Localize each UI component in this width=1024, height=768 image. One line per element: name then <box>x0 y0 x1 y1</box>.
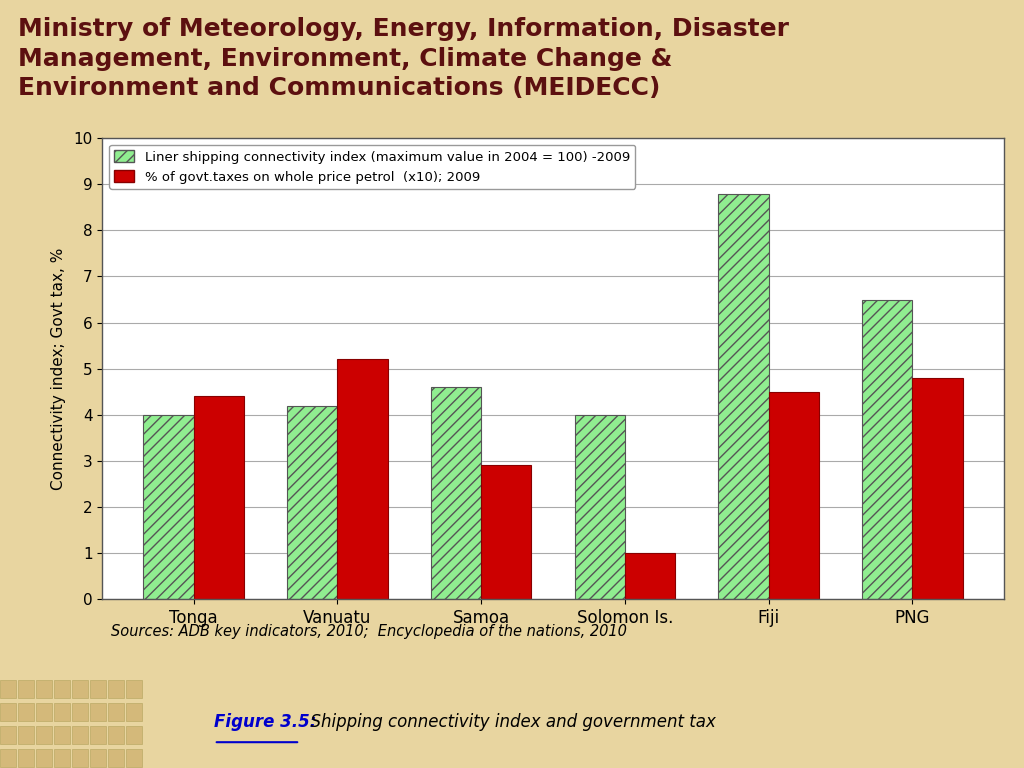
Bar <box>108 703 124 721</box>
Bar <box>481 465 531 599</box>
Bar <box>431 387 481 599</box>
Legend: Liner shipping connectivity index (maximum value in 2004 = 100) -2009, % of govt: Liner shipping connectivity index (maxim… <box>109 145 635 189</box>
Bar <box>769 392 819 599</box>
Bar <box>337 359 388 599</box>
Bar <box>54 680 71 698</box>
Bar <box>0 680 16 698</box>
Bar <box>72 703 88 721</box>
Text: Shipping connectivity index and government tax: Shipping connectivity index and governme… <box>300 713 716 731</box>
Bar <box>90 680 106 698</box>
Bar <box>36 703 52 721</box>
Bar <box>126 680 142 698</box>
Bar <box>126 749 142 767</box>
Text: Sources: ADB key indicators, 2010;  Encyclopedia of the nations, 2010: Sources: ADB key indicators, 2010; Encyc… <box>112 624 628 639</box>
Bar <box>287 406 337 599</box>
Bar <box>54 703 71 721</box>
Bar <box>718 194 769 599</box>
Bar <box>143 415 194 599</box>
Bar <box>90 726 106 744</box>
Bar <box>90 749 106 767</box>
Bar <box>126 726 142 744</box>
Bar <box>0 749 16 767</box>
Bar <box>108 749 124 767</box>
Bar <box>194 396 244 599</box>
Bar <box>90 703 106 721</box>
Bar <box>126 703 142 721</box>
Bar <box>72 680 88 698</box>
Bar <box>0 726 16 744</box>
Bar <box>862 300 912 599</box>
Bar <box>54 726 71 744</box>
Bar <box>574 415 625 599</box>
Bar <box>72 749 88 767</box>
Bar <box>0 703 16 721</box>
Bar <box>54 749 71 767</box>
Bar <box>108 680 124 698</box>
Bar <box>18 680 35 698</box>
Bar <box>18 749 35 767</box>
Bar <box>36 749 52 767</box>
Bar <box>912 378 963 599</box>
Text: Figure 3.5:: Figure 3.5: <box>214 713 316 731</box>
Y-axis label: Connectivity index; Govt tax, %: Connectivity index; Govt tax, % <box>51 247 67 490</box>
Bar <box>18 726 35 744</box>
Bar <box>36 680 52 698</box>
Bar <box>108 726 124 744</box>
Bar <box>18 703 35 721</box>
Bar <box>36 726 52 744</box>
Bar <box>72 726 88 744</box>
Bar <box>625 553 675 599</box>
Text: Ministry of Meteorology, Energy, Information, Disaster
Management, Environment, : Ministry of Meteorology, Energy, Informa… <box>18 17 790 101</box>
